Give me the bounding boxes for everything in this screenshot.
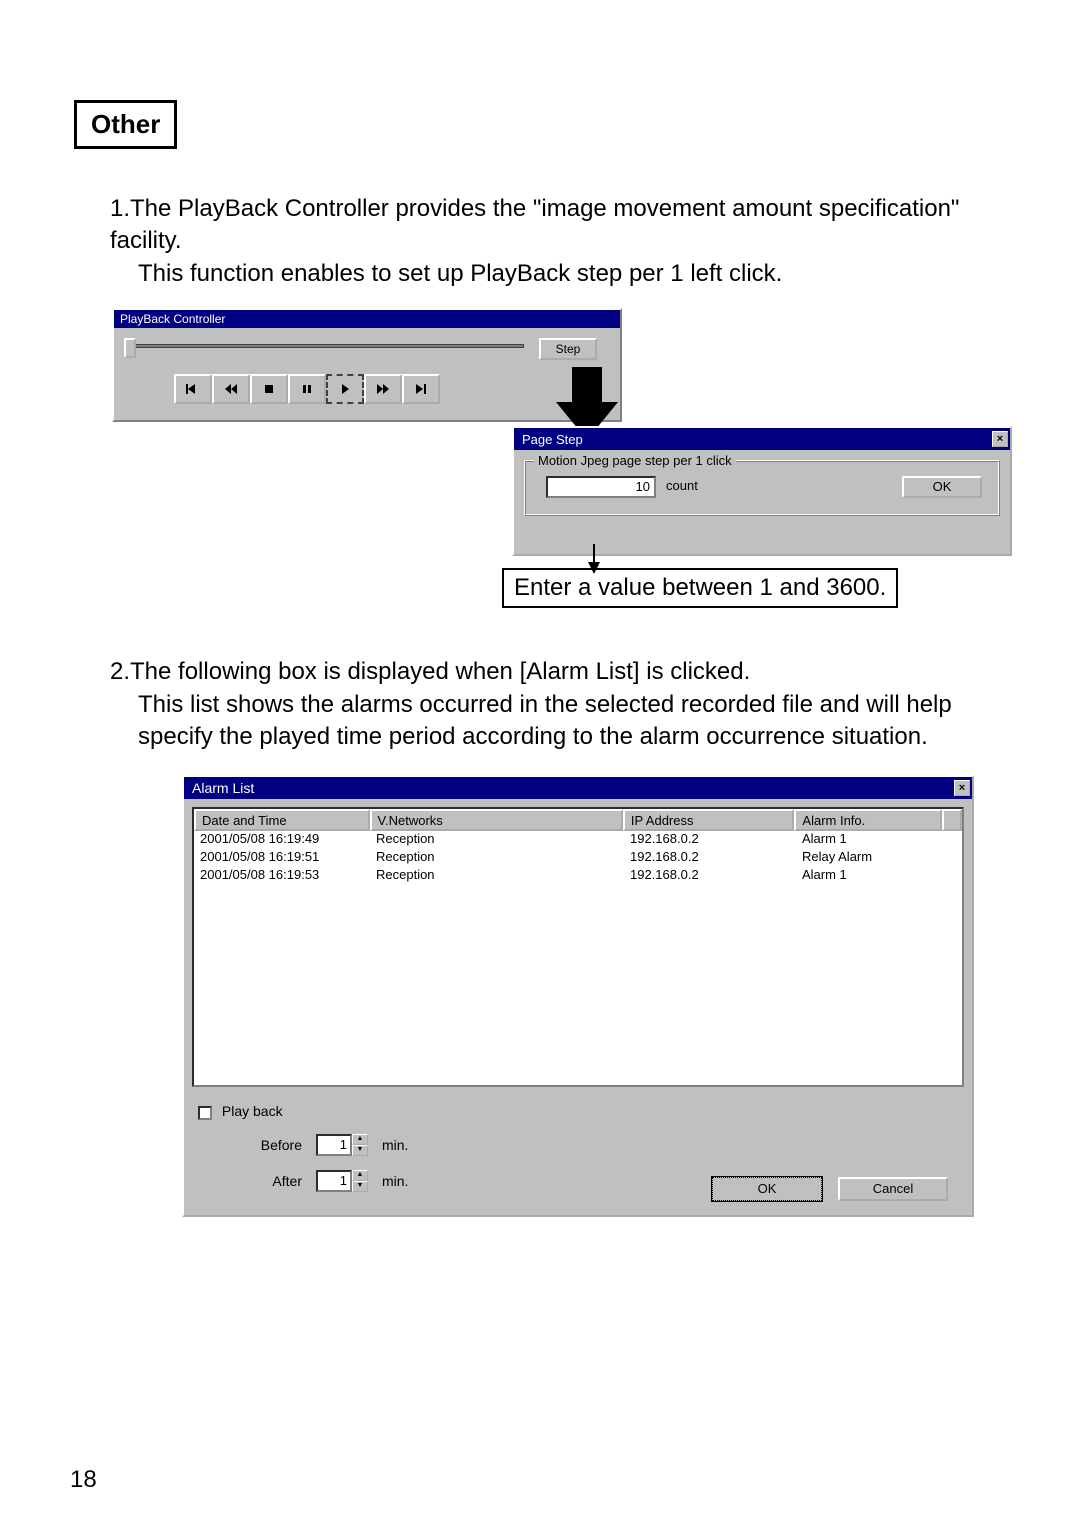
after-spinner[interactable]: 1 ▲ ▼ <box>316 1170 368 1192</box>
slider-thumb[interactable] <box>124 338 136 358</box>
section-heading: Other <box>74 100 177 149</box>
playback-figure: PlayBack Controller Step Page Step <box>112 308 1010 608</box>
rewind-button[interactable] <box>212 374 250 404</box>
spin-down-icon[interactable]: ▼ <box>352 1145 368 1156</box>
cell-ip: 192.168.0.2 <box>624 849 796 867</box>
alarm-list-titlebar: Alarm List × <box>184 777 972 799</box>
page-step-count-label: count <box>666 478 698 493</box>
skip-start-button[interactable] <box>174 374 212 404</box>
column-vnetworks[interactable]: V.Networks <box>370 809 623 831</box>
page-step-legend: Motion Jpeg page step per 1 click <box>534 453 736 468</box>
column-alarm-info[interactable]: Alarm Info. <box>794 809 942 831</box>
cell-ip: 192.168.0.2 <box>624 831 796 849</box>
playback-checkbox[interactable] <box>198 1106 212 1120</box>
column-ip-address[interactable]: IP Address <box>623 809 795 831</box>
play-button[interactable] <box>326 374 364 404</box>
cell-vnetworks: Reception <box>370 867 624 885</box>
after-label: After <box>246 1173 302 1189</box>
table-row[interactable]: 2001/05/08 16:19:53 Reception 192.168.0.… <box>194 867 962 885</box>
playback-checkbox-row: Play back <box>198 1103 958 1119</box>
para1-line2: This function enables to set up PlayBack… <box>110 258 1000 290</box>
before-unit: min. <box>382 1137 408 1153</box>
cell-alarm-info: Relay Alarm <box>796 849 944 867</box>
before-label: Before <box>246 1137 302 1153</box>
alarm-cancel-button[interactable]: Cancel <box>838 1177 948 1201</box>
step-button[interactable]: Step <box>539 338 597 360</box>
page-step-ok-button[interactable]: OK <box>902 476 982 498</box>
stop-button[interactable] <box>250 374 288 404</box>
para2-line1: 2.The following box is displayed when [A… <box>110 658 750 685</box>
column-date-time[interactable]: Date and Time <box>194 809 370 831</box>
paragraph-1: 1.The PlayBack Controller provides the "… <box>110 193 1000 290</box>
pause-button[interactable] <box>288 374 326 404</box>
cell-alarm-info: Alarm 1 <box>796 831 944 849</box>
cell-date-time: 2001/05/08 16:19:53 <box>194 867 370 885</box>
alarm-list-header: Date and Time V.Networks IP Address Alar… <box>194 809 962 831</box>
alarm-ok-button[interactable]: OK <box>712 1177 822 1201</box>
after-unit: min. <box>382 1173 408 1189</box>
cell-date-time: 2001/05/08 16:19:49 <box>194 831 370 849</box>
close-icon[interactable]: × <box>954 780 970 796</box>
alarm-list-body: 2001/05/08 16:19:49 Reception 192.168.0.… <box>194 831 962 885</box>
alarm-list-figure: Alarm List × Date and Time V.Networks IP… <box>182 775 974 1217</box>
page-step-hint: Enter a value between 1 and 3600. <box>502 568 898 608</box>
table-row[interactable]: 2001/05/08 16:19:51 Reception 192.168.0.… <box>194 849 962 867</box>
alarm-list-dialog: Alarm List × Date and Time V.Networks IP… <box>182 775 974 1217</box>
before-value[interactable]: 1 <box>316 1134 352 1156</box>
para1-line1: 1.The PlayBack Controller provides the "… <box>110 195 959 254</box>
spin-up-icon[interactable]: ▲ <box>352 1170 368 1181</box>
para2-line2: This list shows the alarms occurred in t… <box>110 689 1000 754</box>
page-step-dialog: Page Step × Motion Jpeg page step per 1 … <box>512 426 1012 556</box>
cell-vnetworks: Reception <box>370 849 624 867</box>
column-spacer <box>942 809 962 831</box>
cell-vnetworks: Reception <box>370 831 624 849</box>
close-icon[interactable]: × <box>992 431 1008 447</box>
page-step-title: Page Step <box>522 432 583 447</box>
table-row[interactable]: 2001/05/08 16:19:49 Reception 192.168.0.… <box>194 831 962 849</box>
page-number: 18 <box>70 1466 97 1494</box>
fast-forward-button[interactable] <box>364 374 402 404</box>
cell-alarm-info: Alarm 1 <box>796 867 944 885</box>
page-step-input[interactable]: 10 <box>546 476 656 498</box>
playback-position-slider[interactable] <box>124 338 524 356</box>
slider-track <box>124 344 524 348</box>
alarm-list-title: Alarm List <box>192 780 254 796</box>
spin-up-icon[interactable]: ▲ <box>352 1134 368 1145</box>
before-spinner[interactable]: 1 ▲ ▼ <box>316 1134 368 1156</box>
paragraph-2: 2.The following box is displayed when [A… <box>110 656 1000 753</box>
cell-ip: 192.168.0.2 <box>624 867 796 885</box>
page-step-groupbox: Motion Jpeg page step per 1 click 10 cou… <box>524 460 1000 516</box>
playback-checkbox-label: Play back <box>222 1103 283 1119</box>
playback-controller-title: PlayBack Controller <box>114 310 620 328</box>
playback-controller-window: PlayBack Controller Step <box>112 308 622 422</box>
document-page: Other 1.The PlayBack Controller provides… <box>0 0 1080 1534</box>
alarm-list-table[interactable]: Date and Time V.Networks IP Address Alar… <box>192 807 964 1087</box>
alarm-list-bottom-panel: Play back Before 1 ▲ ▼ min. After <box>184 1095 972 1215</box>
after-value[interactable]: 1 <box>316 1170 352 1192</box>
spin-down-icon[interactable]: ▼ <box>352 1181 368 1192</box>
cell-date-time: 2001/05/08 16:19:51 <box>194 849 370 867</box>
playback-button-row <box>174 374 440 404</box>
page-step-titlebar: Page Step × <box>514 428 1010 450</box>
skip-end-button[interactable] <box>402 374 440 404</box>
before-row: Before 1 ▲ ▼ min. <box>246 1134 958 1156</box>
